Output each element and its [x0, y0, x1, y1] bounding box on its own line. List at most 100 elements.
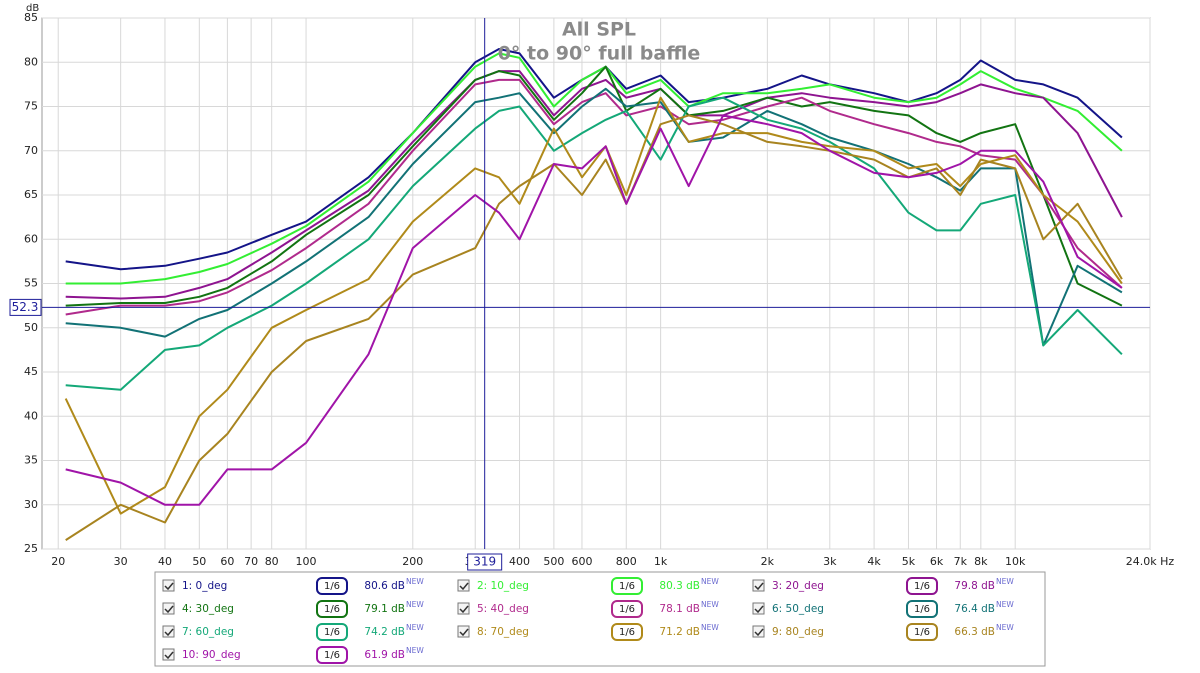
legend-name: 8: 70_deg [477, 626, 529, 638]
x-tick-label: 100 [296, 555, 317, 568]
x-tick-label: 50 [192, 555, 206, 568]
checkmark [164, 628, 174, 637]
legend-checkbox[interactable] [457, 579, 470, 592]
x-tick-label: 5k [902, 555, 916, 568]
spl-curve [65, 78, 1123, 316]
x-tick-label: 6k [930, 555, 944, 568]
cursor-y-box [9, 298, 42, 316]
spl-curve [64, 96, 1123, 515]
smoothing-label: 1/6 [619, 604, 635, 615]
y-tick-label: 35 [24, 454, 38, 467]
legend-level: 78.1 dB [659, 603, 700, 615]
x-tick-label: 20 [51, 555, 65, 568]
legend-name: 1: 0_deg [182, 580, 227, 592]
checkmark [754, 628, 764, 637]
x-tick-label: 200 [402, 555, 423, 568]
legend-name: 3: 20_deg [772, 580, 824, 592]
legend-name: 4: 30_deg [182, 603, 234, 615]
checkmark [164, 582, 174, 591]
x-tick-label: 1k [654, 555, 668, 568]
x-tick-label: 800 [616, 555, 637, 568]
chart-title: All SPL [562, 19, 636, 41]
cursor-x-box [467, 553, 503, 571]
smoothing-box[interactable] [316, 623, 348, 641]
spl-curve [65, 48, 1123, 271]
new-badge: NEW [996, 623, 1014, 632]
legend-checkbox[interactable] [752, 579, 765, 592]
legend-checkbox[interactable] [162, 625, 175, 638]
checkmark [754, 582, 764, 591]
smoothing-box[interactable] [906, 623, 938, 641]
x-tick-label: 2k [761, 555, 775, 568]
cursor-x-label: 319 [473, 555, 496, 569]
legend-level: 80.3 dB [659, 580, 700, 592]
legend-checkbox[interactable] [752, 602, 765, 615]
legend-checkbox[interactable] [162, 602, 175, 615]
checkmark [164, 651, 174, 660]
y-tick-label: 50 [24, 321, 38, 334]
y-tick-label: 60 [24, 232, 38, 245]
smoothing-box[interactable] [611, 577, 643, 595]
x-tick-label: 60 [220, 555, 234, 568]
y-tick-label: 55 [24, 277, 38, 290]
checkmark [459, 605, 469, 614]
legend-checkbox[interactable] [457, 625, 470, 638]
smoothing-box[interactable] [906, 577, 938, 595]
legend-level: 79.8 dB [954, 580, 995, 592]
smoothing-label: 1/6 [914, 604, 930, 615]
new-badge: NEW [996, 600, 1014, 609]
smoothing-label: 1/6 [619, 581, 635, 592]
legend-checkbox[interactable] [162, 648, 175, 661]
legend [154, 571, 1046, 667]
new-badge: NEW [701, 577, 719, 586]
spl-curve [65, 52, 1123, 285]
legend-level: 80.6 dB [364, 580, 405, 592]
legend-level: 79.1 dB [364, 603, 405, 615]
new-badge: NEW [406, 600, 424, 609]
curves [64, 48, 1123, 541]
legend-name: 5: 40_deg [477, 603, 529, 615]
y-tick-label: 45 [24, 365, 38, 378]
legend-level: 66.3 dB [954, 626, 995, 638]
smoothing-box[interactable] [316, 600, 348, 618]
y-tick-label: 25 [24, 542, 38, 555]
checkmark [164, 605, 174, 614]
checkmark [459, 628, 469, 637]
checkmark [754, 605, 764, 614]
x-tick-label: 24.0k Hz [1126, 555, 1175, 568]
smoothing-box[interactable] [611, 600, 643, 618]
legend-level: 74.2 dB [364, 626, 405, 638]
x-tick-label: 10k [1005, 555, 1026, 568]
new-badge: NEW [701, 600, 719, 609]
smoothing-box[interactable] [611, 623, 643, 641]
legend-level: 61.9 dB [364, 649, 405, 661]
new-badge: NEW [996, 577, 1014, 586]
smoothing-box[interactable] [316, 577, 348, 595]
smoothing-label: 1/6 [324, 627, 340, 638]
smoothing-label: 1/6 [914, 627, 930, 638]
y-tick-label: 80 [24, 55, 38, 68]
legend-checkbox[interactable] [457, 602, 470, 615]
chart-subtitle: 0° to 90° full baffle [498, 43, 701, 65]
y-tick-label: 65 [24, 188, 38, 201]
x-tick-label: 80 [265, 555, 279, 568]
y-tick-label: 75 [24, 100, 38, 113]
spl-curve [65, 114, 1123, 506]
cursor: 319 52.3 [9, 18, 1150, 571]
y-tick-label: 30 [24, 498, 38, 511]
x-tick-label: 70 [244, 555, 258, 568]
smoothing-box[interactable] [906, 600, 938, 618]
new-badge: NEW [406, 577, 424, 586]
spl-curve [65, 96, 1123, 391]
x-tick-label: 3k [823, 555, 837, 568]
x-tick-label: 400 [509, 555, 530, 568]
smoothing-label: 1/6 [324, 604, 340, 615]
legend-checkbox[interactable] [162, 579, 175, 592]
spl-curve [65, 87, 1123, 347]
smoothing-box[interactable] [316, 646, 348, 664]
legend-level: 76.4 dB [954, 603, 995, 615]
legend-checkbox[interactable] [752, 625, 765, 638]
smoothing-label: 1/6 [914, 581, 930, 592]
smoothing-label: 1/6 [324, 650, 340, 661]
